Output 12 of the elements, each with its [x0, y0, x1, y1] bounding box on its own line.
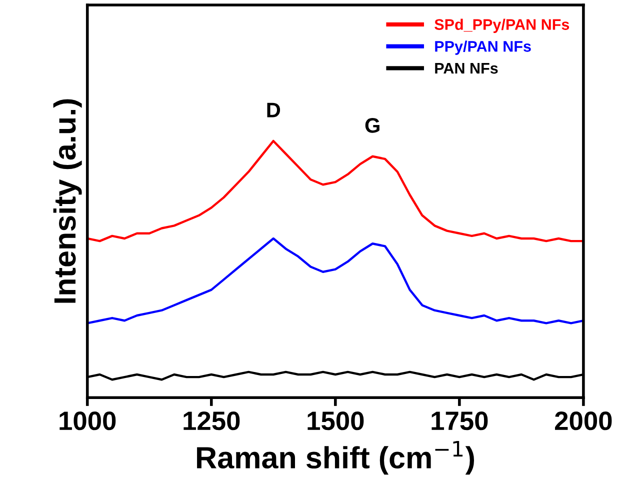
y-axis-title: Intensity (a.u.)	[53, 99, 82, 303]
x-tick-label: 1750	[432, 411, 488, 430]
legend-label: PAN NFs	[435, 63, 498, 74]
x-tick-label: 1250	[184, 411, 240, 430]
x-tick-label: 1000	[60, 411, 116, 430]
text: G	[365, 118, 380, 133]
x-tick-label: 2000	[555, 411, 612, 430]
x-tick-label: 1500	[308, 411, 364, 430]
x-axis-title: Raman shift (cm$^{−1}$)	[197, 440, 474, 475]
text: D	[267, 102, 280, 118]
legend-label: PPy/PAN NFs	[435, 40, 531, 55]
legend-label: SPd_PPy/PAN NFs	[434, 18, 570, 33]
